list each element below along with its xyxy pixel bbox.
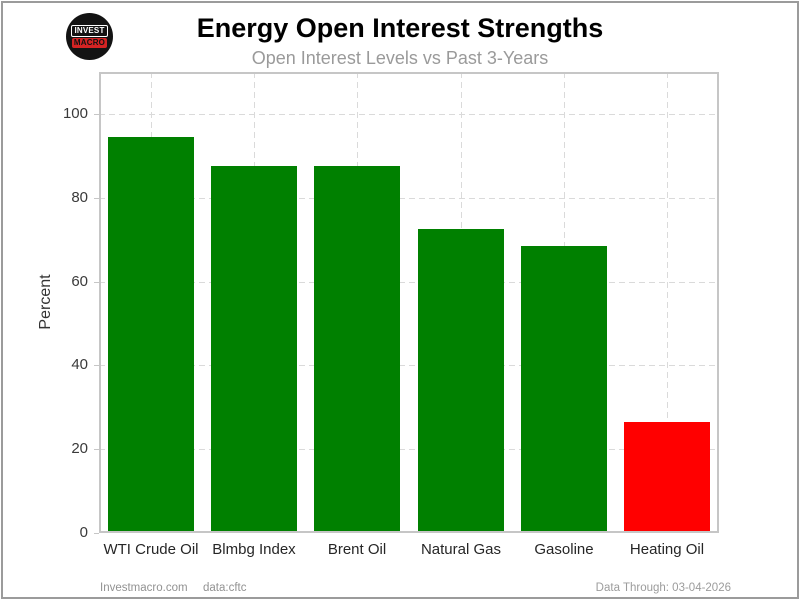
gridline-horizontal bbox=[99, 282, 719, 283]
x-category-label: Gasoline bbox=[534, 541, 594, 558]
x-category-label: Natural Gas bbox=[420, 541, 502, 558]
y-tick-label: 60 bbox=[71, 273, 88, 290]
chart-subtitle: Open Interest Levels vs Past 3-Years bbox=[251, 48, 549, 68]
y-tick-mark bbox=[94, 449, 99, 450]
x-category-label: Blmbg Index bbox=[212, 541, 296, 558]
footer-data-source: data:cftc bbox=[203, 582, 247, 594]
y-tick-mark bbox=[94, 365, 99, 366]
gridline-horizontal bbox=[99, 198, 719, 199]
y-tick-label: 20 bbox=[71, 440, 88, 457]
bar bbox=[521, 246, 607, 533]
gridline-vertical bbox=[667, 72, 668, 533]
gridline-horizontal bbox=[99, 114, 719, 115]
bar bbox=[211, 166, 297, 533]
footer-site: Investmacro.com bbox=[100, 582, 188, 594]
x-category-label: Heating Oil bbox=[629, 541, 705, 558]
y-tick-label: 100 bbox=[62, 105, 88, 122]
y-tick-label: 0 bbox=[79, 524, 88, 541]
y-tick-mark bbox=[94, 282, 99, 283]
bar bbox=[314, 166, 400, 533]
bar bbox=[624, 422, 710, 533]
logo-macro-text: MACRO bbox=[71, 38, 108, 48]
bar bbox=[418, 229, 504, 533]
y-tick-mark bbox=[94, 533, 99, 534]
footer-data-through: Data Through: 03-04-2026 bbox=[595, 582, 731, 594]
gridline-horizontal bbox=[99, 449, 719, 450]
y-tick-mark bbox=[94, 114, 99, 115]
chart-title: Energy Open Interest Strengths bbox=[196, 13, 604, 43]
y-tick-mark bbox=[94, 198, 99, 199]
investmacro-logo: INVEST MACRO bbox=[66, 13, 113, 60]
gridline-horizontal bbox=[99, 365, 719, 366]
y-tick-label: 40 bbox=[71, 356, 88, 373]
plot-area bbox=[99, 72, 719, 533]
x-category-label: Brent Oil bbox=[327, 541, 387, 558]
bar bbox=[108, 137, 194, 533]
x-category-label: WTI Crude Oil bbox=[103, 541, 199, 558]
y-tick-label: 80 bbox=[71, 189, 88, 206]
logo-invest-text: INVEST bbox=[71, 25, 108, 37]
